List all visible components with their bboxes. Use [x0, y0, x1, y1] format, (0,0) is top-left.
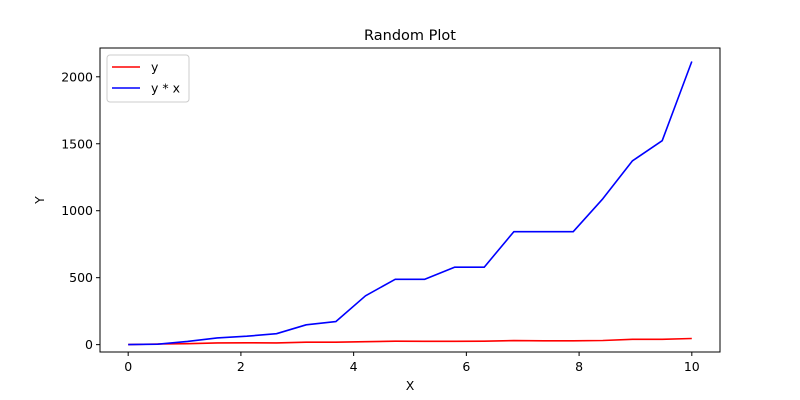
- legend: y y * x: [106, 54, 190, 103]
- x-tick-label: 0: [124, 359, 132, 374]
- y-tick-label: 1500: [61, 136, 93, 151]
- x-tick-label: 10: [684, 359, 700, 374]
- y-tick-label: 0: [85, 337, 93, 352]
- series-layer: [128, 61, 693, 346]
- legend-label-2: y * x: [151, 81, 180, 96]
- series-line-2: [128, 61, 693, 346]
- x-tick-label: 4: [350, 359, 358, 374]
- y-axis-label: Y: [32, 196, 47, 205]
- legend-label-1: y: [151, 60, 159, 75]
- series-line-1: [128, 337, 692, 346]
- y-tick-label: 2000: [61, 69, 93, 84]
- plot-area-frame: [99, 47, 721, 353]
- x-axis-label: X: [406, 378, 415, 393]
- x-axis: 0 2 4 6 8 10: [124, 352, 700, 374]
- y-tick-label: 500: [69, 270, 93, 285]
- x-tick-label: 2: [237, 359, 245, 374]
- y-axis: 0 500 1000 1500 2000: [61, 69, 100, 352]
- chart-title: Random Plot: [364, 28, 456, 44]
- y-tick-label: 1000: [61, 203, 93, 218]
- x-tick-label: 8: [575, 359, 583, 374]
- x-tick-label: 6: [462, 359, 470, 374]
